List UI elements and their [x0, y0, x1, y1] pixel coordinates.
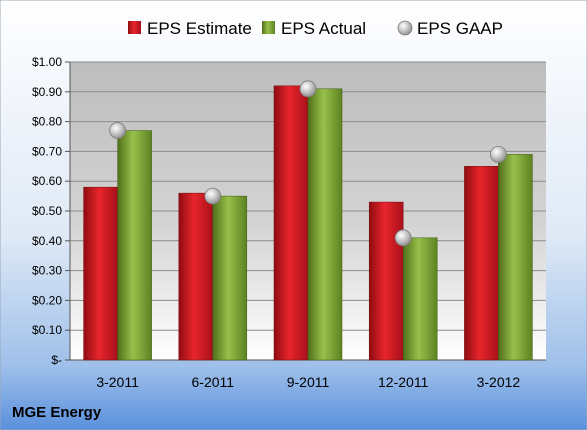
y-tick-label: $0.50 [32, 204, 62, 218]
x-tick-label: 6-2011 [192, 374, 235, 390]
legend-swatch [262, 21, 275, 34]
y-tick-label: $1.00 [32, 55, 62, 69]
bar-eps-estimate [464, 166, 499, 361]
legend-label: EPS Estimate [147, 19, 252, 38]
gaap-markers [109, 80, 507, 247]
y-tick-label: $0.90 [32, 85, 62, 99]
marker-eps-gaap [299, 80, 317, 98]
y-tick-label: $0.10 [32, 323, 62, 337]
bar-eps-estimate [178, 192, 214, 361]
bars [83, 85, 533, 361]
y-tick-label: $0.70 [32, 144, 62, 158]
legend-label: EPS GAAP [417, 19, 503, 38]
legend-swatch [397, 20, 413, 36]
bar-eps-estimate [368, 201, 404, 361]
y-tick-label: $- [51, 353, 62, 367]
marker-eps-gaap [489, 145, 507, 163]
y-tick-label: $0.60 [32, 174, 62, 188]
x-tick-label: 12-2011 [378, 374, 429, 390]
y-tick-label: $0.20 [32, 293, 62, 307]
bar-eps-actual [307, 88, 343, 361]
bar-eps-estimate [273, 85, 309, 361]
x-tick-label: 3-2012 [477, 374, 521, 390]
legend-swatch [128, 21, 141, 34]
bar-eps-actual [498, 154, 533, 361]
marker-eps-gaap [109, 122, 126, 139]
x-tick-label: 9-2011 [287, 374, 330, 390]
x-axis-ticks: 3-2011 6-2011 9-2011 12-2011 3-2012 [96, 374, 520, 390]
bar-eps-actual [117, 130, 152, 361]
x-tick-label: 3-2011 [96, 374, 139, 390]
y-tick-label: $0.40 [32, 234, 62, 248]
marker-eps-gaap [394, 229, 412, 247]
y-tick-label: $0.80 [32, 115, 62, 129]
bar-eps-actual [212, 195, 248, 361]
y-axis-ticks: $- $0.10 $0.20 $0.30 $0.40 $0.50 $0.60 $0.70 $0.… [32, 55, 62, 367]
legend: EPS Estimate EPS Actual EPS GAAP [128, 19, 503, 38]
y-tick-label: $0.30 [32, 264, 62, 278]
company-label: MGE Energy [12, 404, 102, 421]
marker-eps-gaap [204, 187, 222, 205]
legend-label: EPS Actual [281, 19, 366, 38]
bar-eps-estimate [83, 186, 118, 361]
bar-eps-actual [402, 237, 438, 361]
